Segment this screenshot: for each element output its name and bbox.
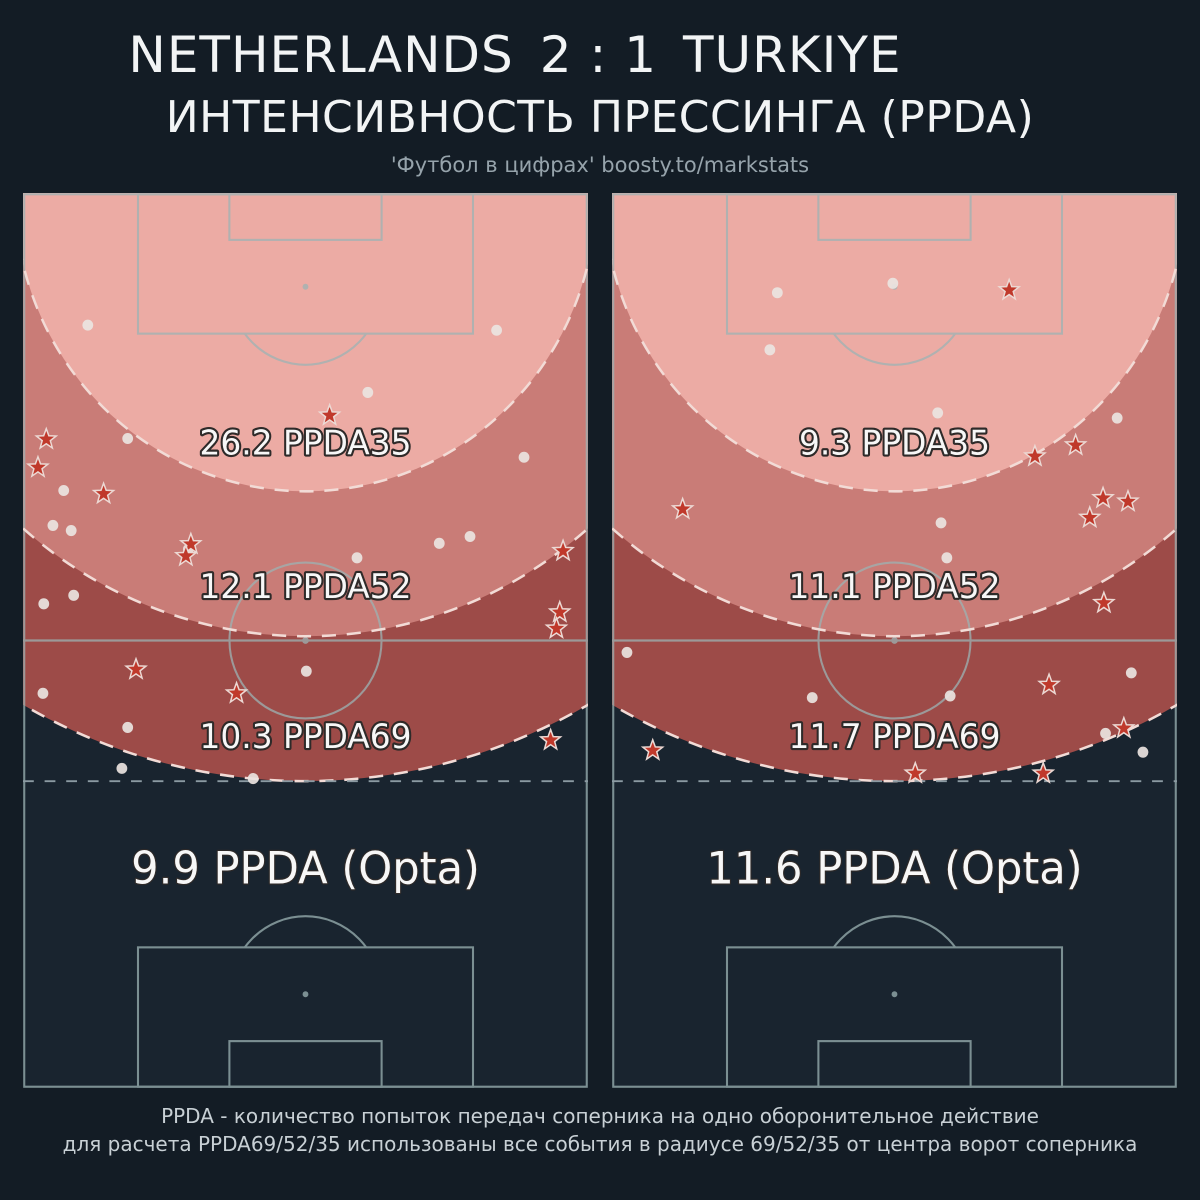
defensive-action-star: [903, 760, 928, 784]
pass-dot: [82, 319, 94, 331]
pitch-lines: [612, 193, 1177, 1088]
defensive-action-star: [670, 496, 695, 520]
pass-dot: [944, 690, 956, 702]
pass-dot: [932, 407, 944, 419]
pass-dot: [65, 525, 77, 537]
defensive-action-stars: [640, 277, 1140, 784]
defensive-action-star: [1116, 488, 1140, 512]
pass-dot: [1137, 746, 1149, 758]
ppda-zones: [612, 193, 1177, 781]
zone-labels: 9.3 PPDA35 11.1 PPDA52 11.7 PPDA69 11.6 PPD…: [705, 421, 1084, 896]
defensive-action-star: [173, 543, 198, 567]
zone-label-35: 9.3 PPDA35: [799, 423, 990, 462]
pass-dot: [464, 530, 476, 543]
pass-dots: [37, 319, 530, 785]
defensive-action-star: [997, 277, 1022, 301]
pass-dot: [941, 552, 953, 564]
defensive-action-star: [551, 538, 576, 562]
pass-dot: [300, 665, 312, 677]
overall-ppda-label: 9.9 PPDA (Opta): [131, 843, 480, 895]
title-home-team: NETHERLANDS: [128, 26, 514, 84]
pitch-svg-netherlands: 26.2 PPDA35 12.1 PPDA52 10.3 PPDA69 9.9 PPD…: [23, 193, 588, 1088]
pass-dot: [37, 687, 49, 699]
ppda-zones: [23, 193, 588, 781]
zone-label-69: 10.3 PPDA69: [200, 717, 412, 756]
zone-35-fill: [612, 193, 1177, 492]
pass-dot: [116, 762, 128, 774]
defensive-action-star: [91, 481, 116, 505]
pass-dot: [1100, 727, 1111, 739]
defensive-action-star: [1022, 443, 1047, 467]
defensive-action-star: [1063, 432, 1088, 456]
zone-label-52: 12.1 PPDA52: [200, 566, 412, 605]
header: NETHERLANDS 2 : 1 TURKIYE ИНТЕНСИВНОСТЬ ПР…: [0, 0, 1200, 177]
defensive-action-star: [224, 680, 249, 704]
defensive-action-star: [34, 426, 59, 450]
pitch-netherlands: 26.2 PPDA35 12.1 PPDA52 10.3 PPDA69 9.9 PPD…: [23, 193, 588, 1088]
pitch-charts: 26.2 PPDA35 12.1 PPDA52 10.3 PPDA69 9.9 PPD…: [0, 193, 1200, 1088]
defensive-action-star: [1091, 590, 1116, 614]
pass-dot: [68, 589, 80, 601]
subtitle: ИНТЕНСИВНОСТЬ ПРЕССИНГА (PPDA): [165, 92, 1035, 143]
pitch-turkiye: 9.3 PPDA35 11.1 PPDA52 11.7 PPDA69 11.6 PPD…: [612, 193, 1177, 1088]
pass-dot: [38, 598, 50, 610]
page-title: NETHERLANDS 2 : 1 TURKIYE: [0, 26, 1200, 84]
pass-dot: [935, 517, 947, 529]
defensive-action-star: [544, 615, 569, 639]
zone-35-fill: [23, 193, 588, 492]
credit-line: 'Футбол в цифрах' boosty.to/markstats: [390, 153, 810, 177]
zone-labels: 26.2 PPDA35 12.1 PPDA52 10.3 PPDA69 9.9 PPD…: [130, 421, 481, 896]
defensive-action-star: [1077, 504, 1102, 529]
pitch-svg-turkiye: 9.3 PPDA35 11.1 PPDA52 11.7 PPDA69 11.6 PPD…: [612, 193, 1177, 1088]
pass-dot: [247, 773, 259, 785]
pass-dot: [122, 721, 134, 733]
pitch-lines: [23, 193, 588, 1088]
pass-dot: [806, 692, 818, 704]
overall-ppda-label: 11.6 PPDA (Opta): [706, 843, 1082, 895]
zone-label-35: 26.2 PPDA35: [200, 423, 412, 462]
pass-dot: [771, 287, 783, 299]
pass-dots: [621, 277, 1149, 758]
pass-dot: [491, 324, 503, 336]
defensive-action-stars: [25, 402, 576, 751]
defensive-action-star: [1037, 671, 1062, 696]
defensive-action-star: [538, 727, 563, 751]
zone-label-52: 11.1 PPDA52: [789, 566, 1001, 605]
defensive-action-star: [1111, 715, 1136, 739]
pass-dot: [1111, 412, 1123, 424]
pass-dot: [58, 484, 70, 497]
footer: PPDA - количество попыток передач соперн…: [0, 1102, 1200, 1158]
pass-dot: [433, 537, 445, 549]
pass-dot: [764, 344, 776, 356]
defensive-action-star: [178, 531, 203, 555]
defensive-action-star: [317, 402, 342, 426]
title-score: 2 : 1: [539, 26, 658, 84]
pass-dot: [351, 552, 363, 564]
title-away-team: TURKIYE: [683, 26, 902, 84]
pass-dot: [887, 277, 899, 289]
defensive-action-star: [640, 737, 665, 761]
defensive-action-star: [25, 454, 50, 478]
defensive-action-star: [547, 599, 572, 623]
defensive-action-star: [1031, 760, 1056, 784]
footer-line-2: для расчета PPDA69/52/35 использованы вс…: [62, 1132, 1138, 1156]
pass-dot: [518, 451, 530, 463]
footer-line-1: PPDA - количество попыток передач соперн…: [161, 1104, 1039, 1128]
pass-dot: [362, 386, 374, 398]
pass-dot: [1125, 667, 1137, 679]
pass-dot: [122, 432, 134, 445]
defensive-action-star: [124, 656, 148, 680]
pass-dot: [47, 519, 59, 531]
pass-dot: [621, 646, 633, 658]
defensive-action-star: [1091, 485, 1116, 509]
zone-label-69: 11.7 PPDA69: [789, 717, 1001, 756]
